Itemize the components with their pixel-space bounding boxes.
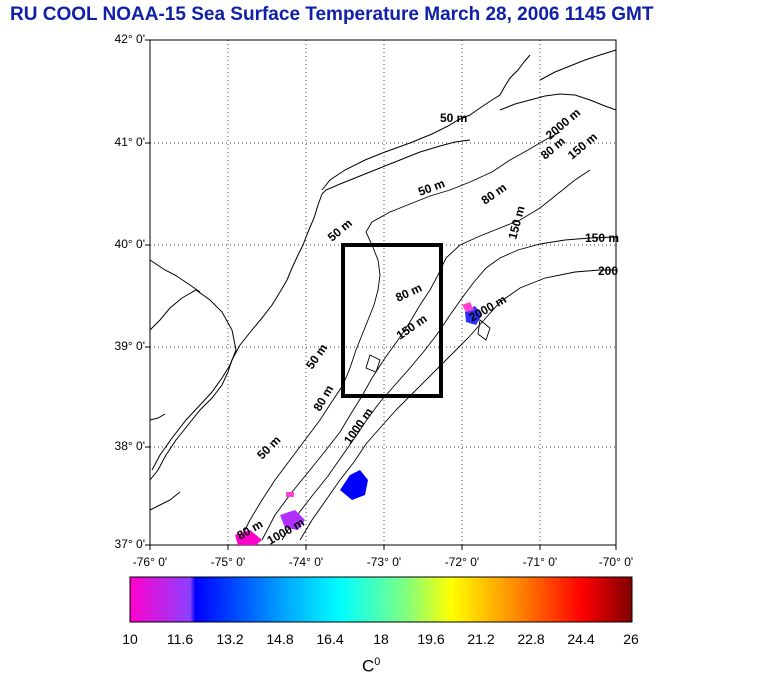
colorbar-tick-label: 26 (623, 631, 639, 647)
colorbar-tick-label: 18 (373, 631, 389, 647)
colorbar-tick-label: 13.2 (216, 631, 244, 647)
colorbar-tick-label: 21.2 (467, 631, 495, 647)
lon-tick-label: -70° 0' (598, 555, 634, 569)
colorbar-unit-label: C0 (362, 656, 380, 677)
lat-tick-label: 37° 0' (114, 537, 145, 551)
colorbar-unit: C (362, 656, 375, 676)
colorbar-unit-superscript: 0 (374, 656, 381, 668)
map-gridlines (150, 40, 616, 545)
contour-label: 150 m (585, 231, 619, 245)
lon-tick-label: -73° 0' (366, 555, 402, 569)
lat-tick-label: 39° 0' (114, 339, 145, 353)
colorbar-tick-label: 16.4 (316, 631, 344, 647)
lon-tick-label: -72° 0' (444, 555, 480, 569)
sst-patches (235, 302, 482, 545)
map-frame (149, 39, 617, 546)
colorbar (129, 576, 633, 623)
lat-tick-label: 42° 0' (114, 32, 145, 46)
page-title: RU COOL NOAA-15 Sea Surface Temperature … (10, 4, 654, 25)
sst-patch-small (286, 492, 294, 497)
sst-patch-southwest-2 (280, 510, 305, 530)
colorbar-tick-label: 22.8 (517, 631, 545, 647)
map-tickmarks (145, 39, 617, 550)
contour-label: 200 (598, 264, 618, 278)
sst-patch-shelfbreak-2 (462, 302, 474, 312)
colorbar-tick-label: 11.6 (166, 631, 194, 647)
lat-tick-label: 41° 0' (114, 135, 145, 149)
lon-tick-label: -71° 0' (522, 555, 558, 569)
sst-patch-south (340, 470, 368, 500)
colorbar-tick-label: 14.8 (266, 631, 294, 647)
lon-tick-label: -75° 0' (210, 555, 246, 569)
bathymetry-contours (239, 131, 617, 541)
colorbar-tick-label: 24.4 (567, 631, 595, 647)
lat-tick-label: 38° 0' (114, 439, 145, 453)
study-area-box (341, 243, 443, 398)
sst-patch-southwest (235, 530, 262, 545)
coastline (149, 49, 617, 511)
lon-tick-label: -76° 0' (132, 555, 168, 569)
colorbar-tick-label: 19.6 (417, 631, 445, 647)
lat-tick-label: 40° 0' (114, 237, 145, 251)
colorbar-tick-label: 10 (122, 631, 138, 647)
lon-tick-label: -74° 0' (288, 555, 324, 569)
contour-label: 50 m (440, 111, 467, 125)
